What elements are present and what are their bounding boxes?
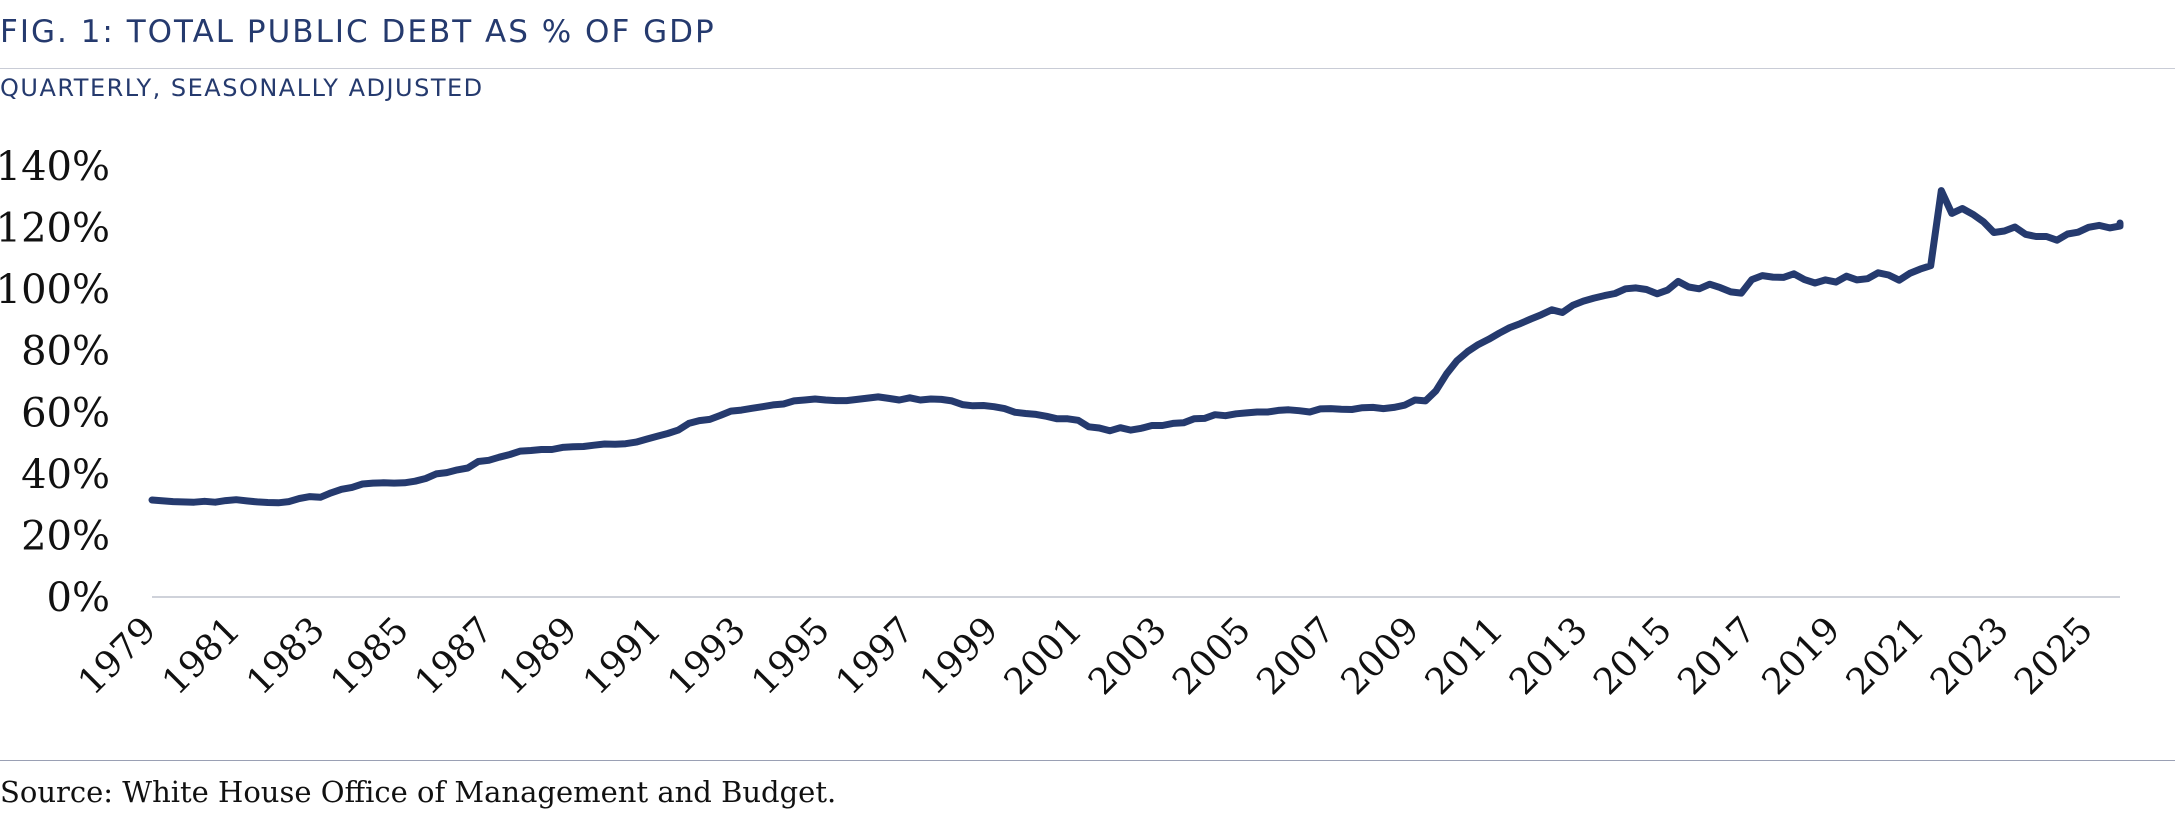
x-axis-ticks: 1979198119831985198719891991199319951997… xyxy=(71,609,2101,703)
x-tick-label: 2019 xyxy=(1755,609,1849,703)
x-tick-label: 1981 xyxy=(155,609,249,703)
y-tick-label: 40% xyxy=(21,452,110,498)
y-tick-label: 120% xyxy=(0,206,110,252)
chart-title: FIG. 1: TOTAL PUBLIC DEBT AS % OF GDP xyxy=(0,14,716,50)
x-tick-label: 1987 xyxy=(407,609,501,703)
y-axis-ticks: 0% 20% 40% 60% 80% 100% 120% 140% xyxy=(0,144,110,621)
x-tick-label: 2005 xyxy=(1165,609,1259,703)
x-tick-label: 1997 xyxy=(828,609,922,703)
x-tick-label: 2003 xyxy=(1081,609,1175,703)
y-tick-label: 60% xyxy=(21,390,110,436)
source-divider xyxy=(0,760,2175,761)
y-tick-label: 80% xyxy=(21,329,110,375)
y-tick-label: 0% xyxy=(47,575,110,621)
x-tick-label: 2007 xyxy=(1249,609,1343,703)
debt-series-line xyxy=(148,187,2124,507)
y-tick-label: 100% xyxy=(0,267,110,313)
x-tick-label: 1993 xyxy=(660,609,754,703)
x-tick-label: 1979 xyxy=(71,609,165,703)
title-divider xyxy=(0,68,2175,69)
x-tick-label: 1995 xyxy=(744,609,838,703)
y-tick-label: 20% xyxy=(21,513,110,559)
x-tick-label: 2015 xyxy=(1586,609,1680,703)
x-tick-label: 2009 xyxy=(1334,609,1428,703)
x-tick-label: 1989 xyxy=(492,609,586,703)
x-tick-label: 1991 xyxy=(576,609,670,703)
x-tick-label: 2021 xyxy=(1839,609,1933,703)
x-tick-label: 2017 xyxy=(1670,609,1764,703)
x-tick-label: 1999 xyxy=(913,609,1007,703)
x-tick-label: 2023 xyxy=(1923,609,2017,703)
x-tick-label: 1983 xyxy=(239,609,333,703)
x-tick-label: 2025 xyxy=(2007,609,2101,703)
x-tick-label: 2011 xyxy=(1418,609,1512,703)
source-note: Source: White House Office of Management… xyxy=(0,775,837,809)
y-tick-label: 140% xyxy=(0,144,110,190)
x-tick-label: 2001 xyxy=(997,609,1091,703)
line-chart: 0%20%40%60%80%100%120%140% 1979198119831… xyxy=(0,144,2124,703)
chart-subtitle: QUARTERLY, SEASONALLY ADJUSTED xyxy=(0,74,484,102)
x-tick-label: 1985 xyxy=(323,609,417,703)
x-tick-label: 2013 xyxy=(1502,609,1596,703)
